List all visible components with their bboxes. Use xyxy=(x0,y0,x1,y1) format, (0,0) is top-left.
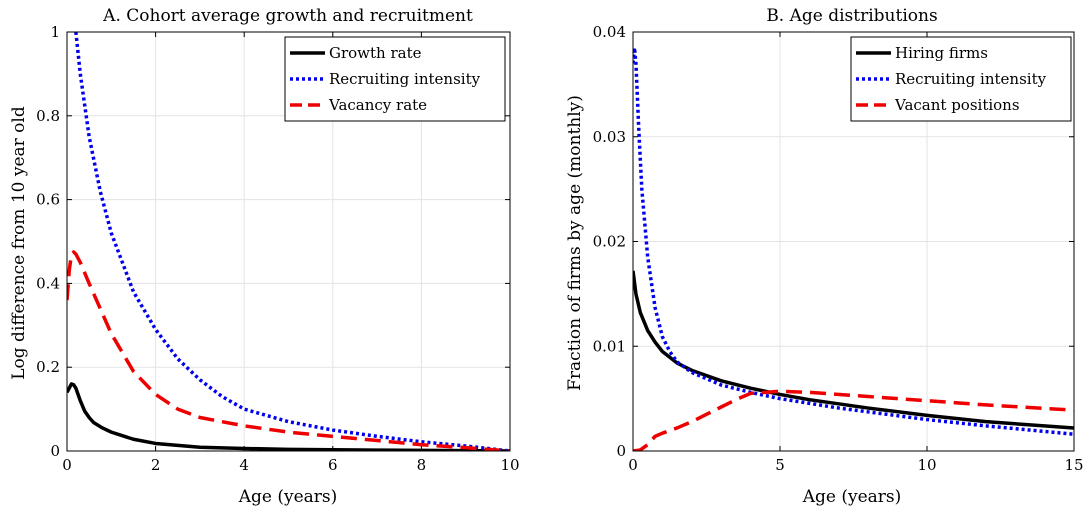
panel-a-y-tick-label: 0.6 xyxy=(36,191,60,209)
panel-b-title: B. Age distributions xyxy=(766,6,937,26)
panel-b-legend-label: Hiring firms xyxy=(895,44,988,62)
panel-a: A. Cohort average growth and recruitment… xyxy=(9,6,520,507)
panel-a-legend-label: Recruiting intensity xyxy=(329,70,481,88)
panel-a-y-tick-label: 0.2 xyxy=(36,358,60,376)
panel-b-series-vacant-positions-line xyxy=(633,389,1074,451)
panel-b-y-tick-label: 0.04 xyxy=(593,23,626,41)
panel-b-x-axis-label: Age (years) xyxy=(802,487,902,507)
panel-a-x-tick-label: 10 xyxy=(500,456,519,474)
panel-a-x-tick-label: 4 xyxy=(239,456,249,474)
panel-a-legend-label: Growth rate xyxy=(329,44,422,62)
panel-b-y-axis-label: Fraction of firms by age (monthly) xyxy=(565,95,585,391)
panel-a-y-tick-label: 0 xyxy=(50,442,60,460)
panel-b-x-tick-label: 5 xyxy=(775,456,785,474)
panel-a-x-axis-label: Age (years) xyxy=(238,487,338,507)
panel-a-title: A. Cohort average growth and recruitment xyxy=(102,6,473,26)
panel-b-x-tick-label: 15 xyxy=(1064,456,1083,474)
panel-a-x-tick-label: 2 xyxy=(151,456,161,474)
panel-a-axes-box xyxy=(66,31,511,452)
panel-b-legend-label: Vacant positions xyxy=(894,96,1020,114)
panel-a-series-growth-rate-line xyxy=(67,382,510,451)
panel-b-y-tick-label: 0 xyxy=(616,442,626,460)
panel-b-y-tick-label: 0.01 xyxy=(593,337,626,355)
panel-a-y-tick-label: 1 xyxy=(50,23,60,41)
panel-a-y-tick-label: 0.4 xyxy=(36,274,60,292)
panel-b-legend-label: Recruiting intensity xyxy=(895,70,1047,88)
panel-b-y-tick-label: 0.02 xyxy=(593,233,626,251)
panel-b: B. Age distributions Age (years) Fractio… xyxy=(565,6,1084,507)
panel-b-x-tick-label: 0 xyxy=(628,456,638,474)
panel-a-legend-label: Vacancy rate xyxy=(328,96,427,114)
panel-a-x-tick-label: 8 xyxy=(417,456,427,474)
panel-a-x-tick-label: 0 xyxy=(62,456,72,474)
panel-a-series-vacancy-rate-line xyxy=(67,250,510,451)
panel-b-x-tick-label: 10 xyxy=(917,456,936,474)
panel-a-y-axis-label: Log difference from 10 year old xyxy=(9,106,29,380)
panel-a-x-tick-label: 6 xyxy=(328,456,338,474)
panel-a-y-tick-label: 0.8 xyxy=(36,107,60,125)
panel-a-series-recruiting-intensity-line xyxy=(74,32,510,451)
panel-b-y-tick-label: 0.03 xyxy=(593,128,626,146)
panel-b-series-hiring-firms-line xyxy=(633,270,1074,430)
